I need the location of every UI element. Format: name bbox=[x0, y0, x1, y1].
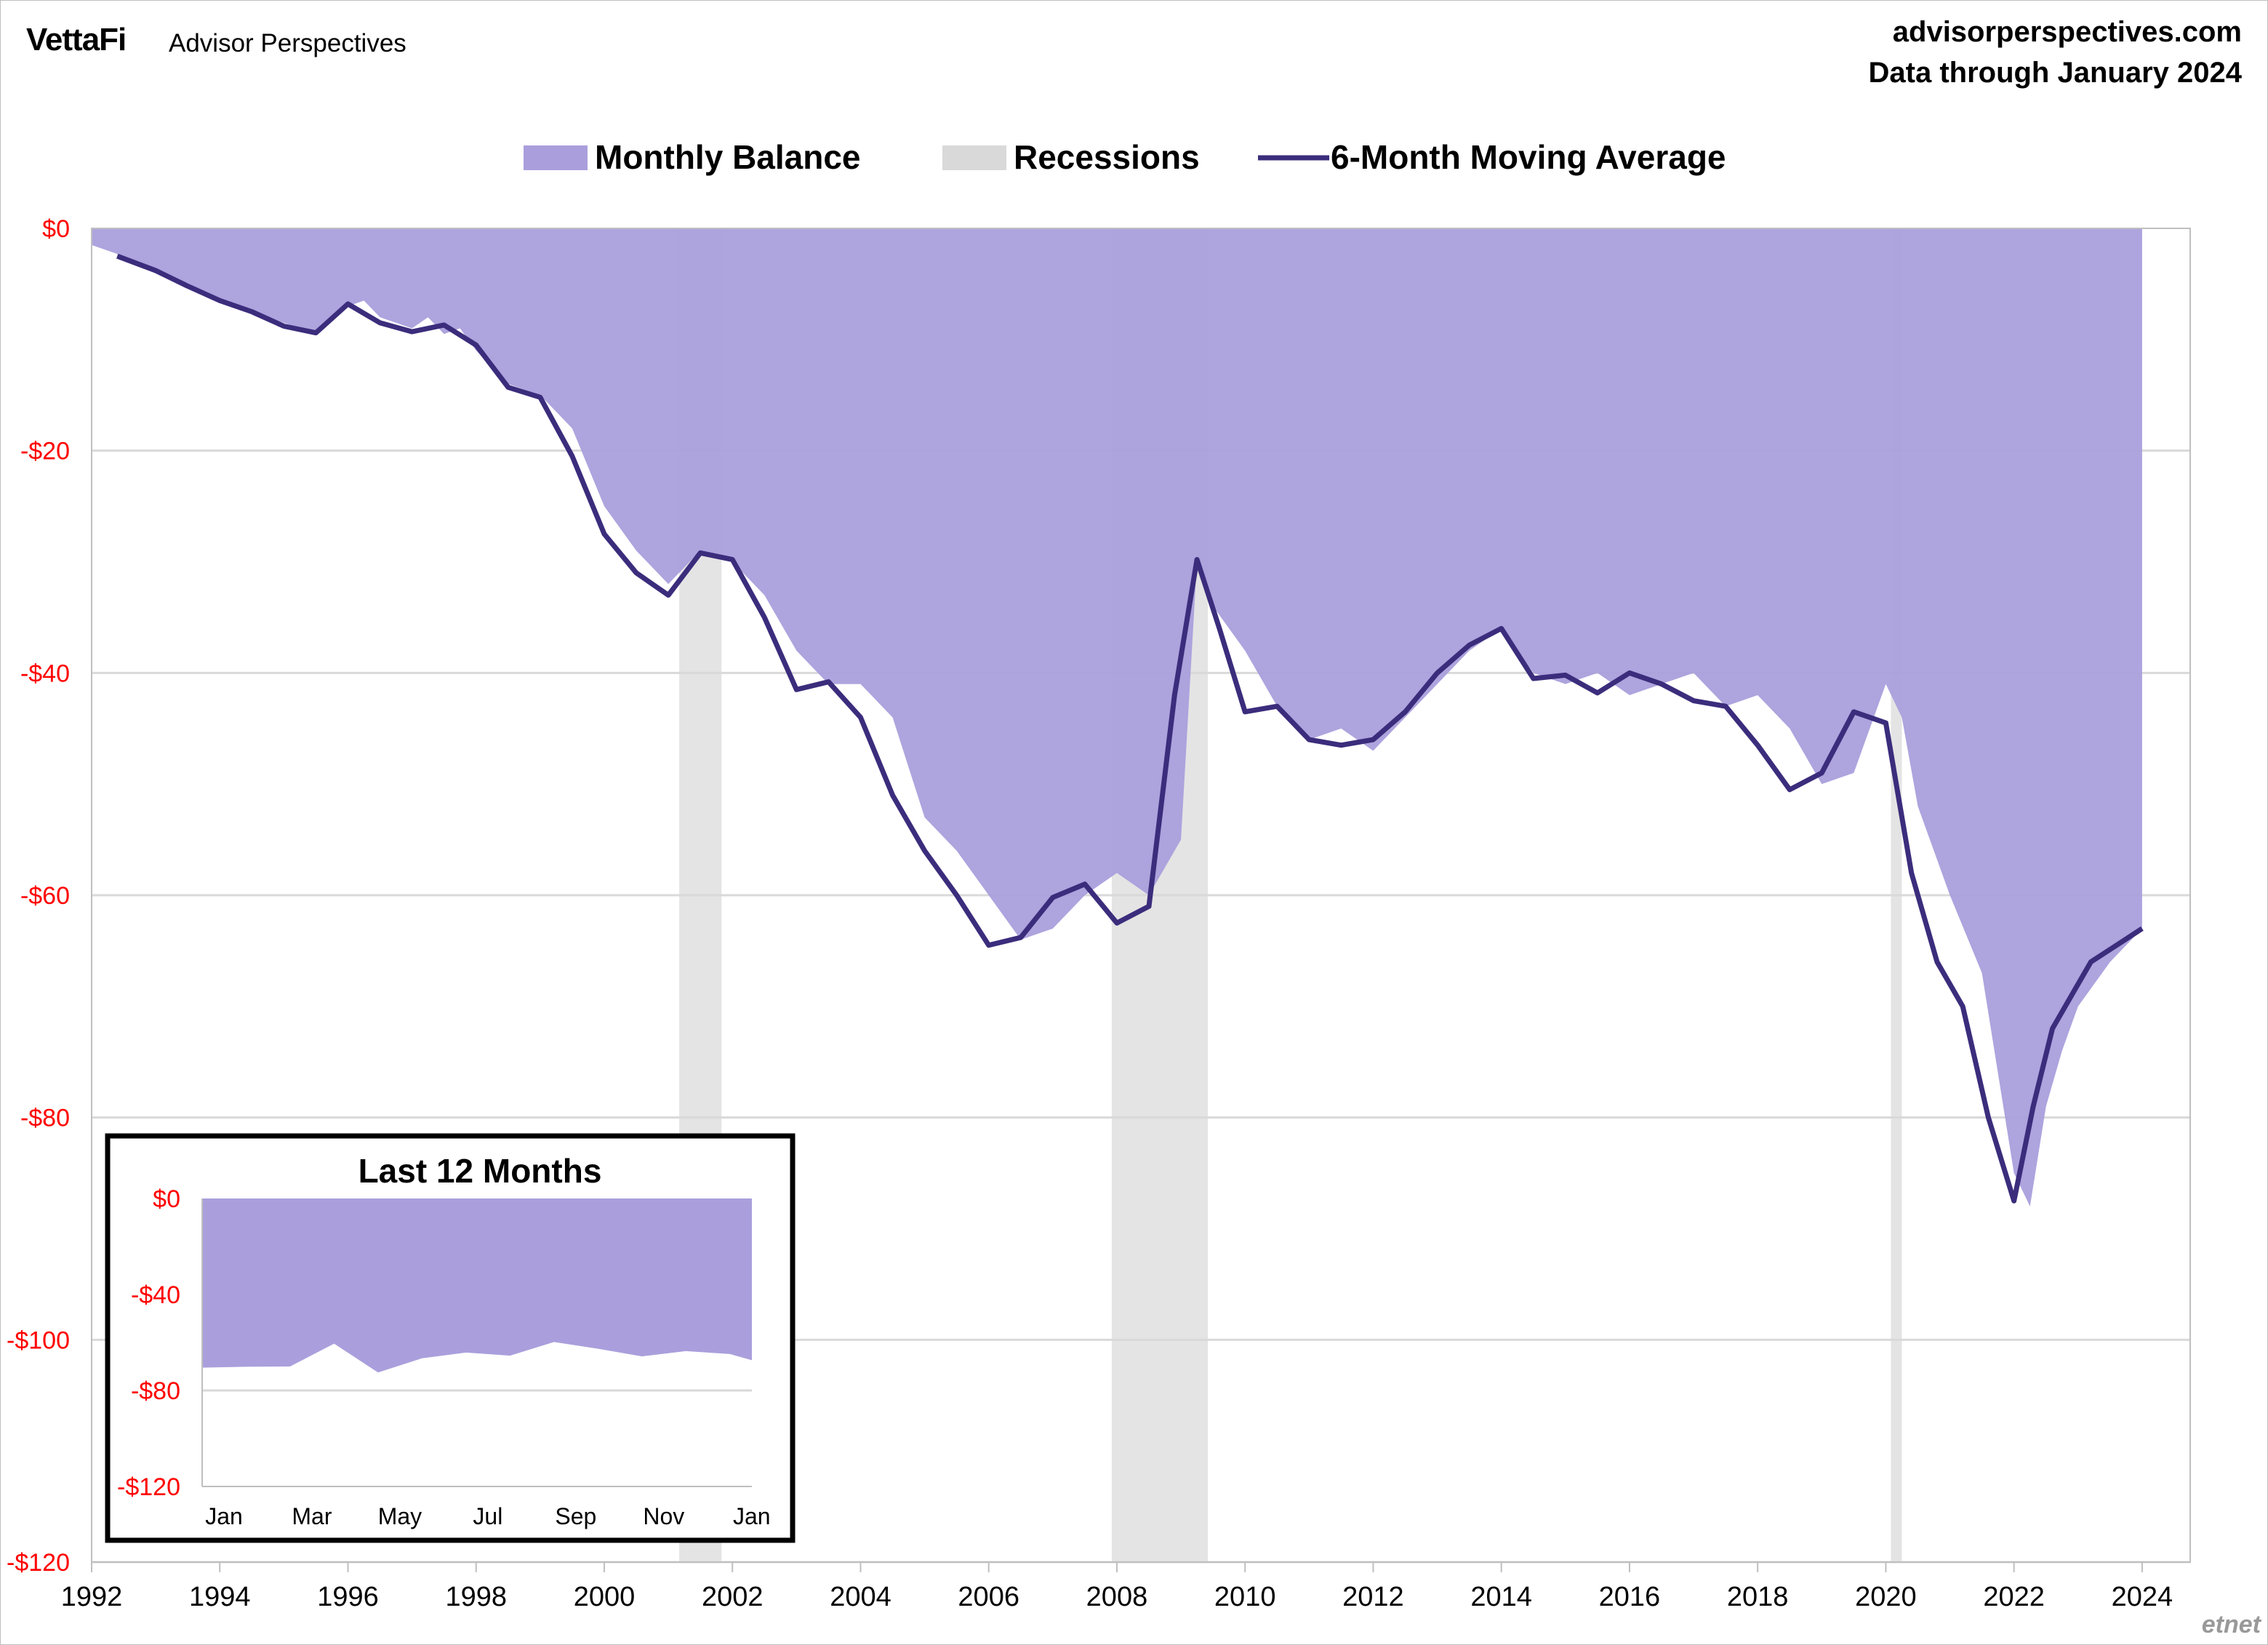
legend: Monthly Balance Recessions 6-Month Moving … bbox=[524, 138, 1726, 176]
moving-average-path bbox=[116, 253, 2144, 1204]
x-tick-label: 2022 bbox=[1983, 1582, 2045, 1612]
monthly-balance-area bbox=[92, 228, 2142, 1206]
legend-recessions-label: Recessions bbox=[1014, 138, 1200, 176]
inset-x-tick-label: Sep bbox=[555, 1503, 596, 1529]
legend-monthly-balance-swatch bbox=[524, 145, 588, 170]
y-tick-label: -$40 bbox=[20, 660, 70, 687]
x-tick-label: 2016 bbox=[1599, 1582, 1661, 1612]
plot-border bbox=[91, 228, 2191, 1563]
y-tick-label: -$80 bbox=[20, 1105, 70, 1132]
site-url: advisorperspectives.com bbox=[1892, 16, 2242, 48]
inset-y-tick-label: -$80 bbox=[131, 1377, 180, 1405]
inset-x-tick-label: Nov bbox=[643, 1503, 684, 1529]
inset-title: Last 12 Months bbox=[358, 1152, 602, 1190]
x-tick-label: 1998 bbox=[445, 1582, 507, 1612]
x-tick-label: 2020 bbox=[1855, 1582, 1917, 1612]
inset-y-tick-label: -$40 bbox=[131, 1281, 180, 1309]
x-tick-label: 2010 bbox=[1214, 1582, 1276, 1612]
x-tick-label: 2002 bbox=[702, 1582, 764, 1612]
legend-monthly-balance-label: Monthly Balance bbox=[595, 138, 861, 176]
inset-x-tick-label: Jan bbox=[733, 1503, 771, 1529]
legend-recessions-swatch bbox=[942, 145, 1006, 170]
y-tick-label: -$20 bbox=[20, 438, 70, 465]
axes: $0 -$20 -$40 -$60 -$80 -$100 -$120 1992 1994 1996… bbox=[7, 215, 2191, 1612]
inset-y-tick-label: -$120 bbox=[117, 1473, 180, 1501]
inset-area-path bbox=[202, 1198, 752, 1373]
etnet-watermark: etnet bbox=[2201, 1611, 2261, 1638]
inset-x-tick-label: Mar bbox=[292, 1503, 332, 1529]
data-through-label: Data through January 2024 bbox=[1868, 57, 2243, 89]
vettafi-logo: VettaFi bbox=[26, 22, 127, 57]
inset-x-tick-label: Jan bbox=[205, 1503, 243, 1529]
advisor-perspectives-label: Advisor Perspectives bbox=[169, 29, 406, 57]
x-tick-label: 1994 bbox=[189, 1582, 251, 1612]
legend-moving-average-label: 6-Month Moving Average bbox=[1331, 138, 1726, 176]
inset-x-tick-label: Jul bbox=[473, 1503, 502, 1529]
x-tick-label: 2004 bbox=[830, 1582, 891, 1612]
inset-chart: Last 12 Months $0 -$40 -$80 -$120 Jan Mar May Ju… bbox=[105, 1133, 796, 1543]
inset-y-tick-label: $0 bbox=[153, 1185, 180, 1213]
monthly-balance-area-path bbox=[92, 228, 2142, 1206]
x-tick-label: 1996 bbox=[317, 1582, 379, 1612]
x-tick-label: 1992 bbox=[61, 1582, 123, 1612]
moving-average-line bbox=[116, 253, 2144, 1204]
x-tick-label: 2014 bbox=[1470, 1582, 1532, 1612]
x-tick-label: 2012 bbox=[1342, 1582, 1404, 1612]
x-tick-label: 2008 bbox=[1086, 1582, 1148, 1612]
y-tick-label: -$120 bbox=[7, 1549, 70, 1577]
y-tick-label: $0 bbox=[42, 215, 70, 243]
x-tick-label: 2000 bbox=[574, 1582, 636, 1612]
x-tick-label: 2018 bbox=[1727, 1582, 1789, 1612]
y-tick-label: -$100 bbox=[7, 1326, 70, 1354]
y-tick-label: -$60 bbox=[20, 882, 70, 910]
x-tick-label: 2024 bbox=[2112, 1582, 2173, 1612]
x-tick-label: 2006 bbox=[958, 1582, 1019, 1612]
inset-x-tick-label: May bbox=[378, 1503, 422, 1529]
